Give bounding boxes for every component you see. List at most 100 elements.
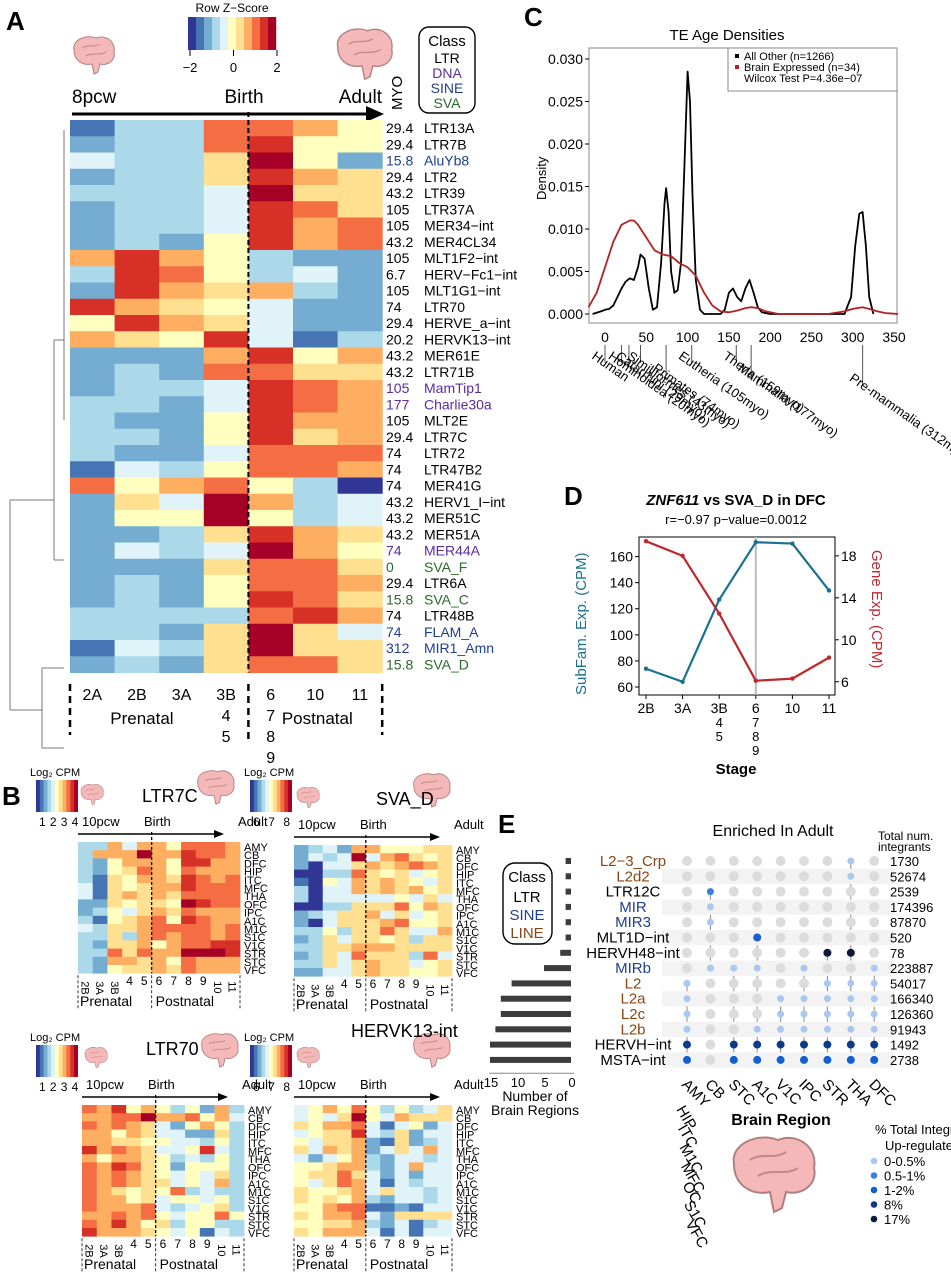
heatmap-cell [322, 935, 338, 944]
empty-dot [682, 932, 692, 943]
heatmap-cell [294, 1228, 309, 1237]
heatmap-cell [70, 152, 116, 170]
heatmap-cell [337, 412, 383, 430]
brain-folds [208, 1039, 231, 1052]
row-label: HERVK13−int [424, 331, 511, 347]
heatmap-cell [437, 1129, 453, 1139]
chart-title: TE Age Densities [669, 27, 784, 44]
heatmap-cell [140, 1170, 157, 1180]
heatmap-cell [337, 902, 352, 911]
heatmap-cell [195, 858, 211, 867]
heatmap-cell [308, 853, 324, 862]
heatmap-cell [351, 1203, 367, 1212]
heatmap-cell [210, 874, 226, 884]
heatmap-cell [203, 201, 249, 218]
region-label: MFC [456, 1146, 480, 1158]
colorbar-swatch [196, 17, 205, 50]
heatmap-cell [408, 1154, 424, 1163]
enriched-dot [753, 1055, 762, 1064]
heatmap-cell [70, 363, 116, 381]
heatmap-cell [203, 120, 249, 137]
empty-dot [799, 917, 809, 928]
colorbar-swatch [269, 1045, 273, 1077]
colorbar-swatch [288, 1045, 292, 1077]
heatmap-cell [151, 883, 167, 892]
heatmap-cell [140, 1228, 157, 1237]
heatmap-cell [114, 623, 160, 641]
region-count-bar [565, 919, 571, 926]
heatmap-cell [293, 542, 339, 560]
heatmap-cell [394, 1228, 410, 1237]
heatmap-cell [70, 347, 116, 365]
heatmap-cell [408, 951, 424, 961]
heatmap-cell [214, 1187, 230, 1196]
colorbar: Row Z−Score−2 0 2 [183, 1, 281, 75]
heatmap-cell [96, 1219, 112, 1229]
heatmap-cell [337, 1187, 352, 1196]
brain-shape [413, 773, 451, 808]
heatmap-cell [136, 866, 153, 876]
heatmap-cell [229, 1203, 245, 1212]
heatmap-cell [122, 899, 138, 908]
heatmap-cell [151, 899, 167, 908]
title-rest: vs SVA_D in DFC [699, 492, 826, 509]
region-label: VFC [248, 1228, 270, 1240]
row-label: LTR71B [424, 364, 474, 380]
region-label: MFC [456, 886, 480, 898]
heatmap-cell [293, 315, 339, 332]
colorbar-swatch [244, 17, 253, 50]
heatmap-cell [126, 1178, 142, 1188]
heatmap-cell [210, 956, 226, 966]
heatmap-cell [337, 558, 383, 576]
heatmap-cell [70, 445, 116, 462]
heatmap-cell [337, 1137, 352, 1147]
heatmap-cell [195, 866, 211, 876]
column-sublabel: 4 [222, 708, 231, 725]
heatmap-cell [365, 968, 381, 977]
heatmap-cell [408, 1137, 424, 1147]
colorbar-title: Row Z−Score [195, 1, 268, 15]
empty-dot [752, 886, 763, 897]
heatmap-cell [111, 1129, 127, 1139]
region-label: V1C [244, 940, 265, 952]
row-myo: 15.8 [386, 656, 413, 672]
empty-dot [869, 947, 880, 958]
heatmap-cell [337, 217, 383, 235]
colorbar-swatch [36, 780, 40, 812]
timeline-arrowhead [430, 1093, 440, 1101]
heatmap-cell [107, 858, 123, 867]
colorbar-swatch [272, 1045, 277, 1077]
heatmap-cell [351, 877, 367, 887]
row-total: 54017 [890, 976, 926, 991]
heatmap-cell [166, 948, 182, 958]
enriched-dot [847, 1010, 855, 1018]
heatmap-cell [107, 924, 123, 933]
heatmap-cell [322, 1146, 338, 1155]
heatmap-cell [82, 1121, 98, 1130]
heatmap-cell [107, 874, 123, 884]
heatmap-cell [437, 1187, 453, 1196]
brain-shape [732, 1136, 816, 1214]
heatmap-cell [394, 943, 410, 952]
row-total: 1492 [890, 1038, 919, 1053]
group-label-prenatal: Prenatal [110, 709, 173, 728]
heatmap-cell [408, 894, 424, 903]
heatmap-cell [195, 907, 211, 917]
heatmap-cell [365, 853, 381, 862]
legend-box [727, 47, 898, 92]
heatmap-cell [214, 1113, 230, 1122]
timeline-middle: Birth [148, 1077, 175, 1092]
heatmap-cell [337, 461, 383, 478]
heatmap-cell [136, 948, 153, 958]
heatmap-cell [107, 965, 123, 974]
heatmap-cell [70, 136, 116, 153]
empty-dot [682, 917, 692, 928]
heatmap-cell [229, 1219, 245, 1229]
heatmap-cell [248, 542, 294, 560]
empty-dot [775, 978, 786, 989]
row-label: SVA_C [424, 591, 469, 607]
heatmap-cell [322, 1187, 338, 1196]
heatmap-cell [351, 886, 367, 895]
heatmap-cell [170, 1187, 186, 1196]
